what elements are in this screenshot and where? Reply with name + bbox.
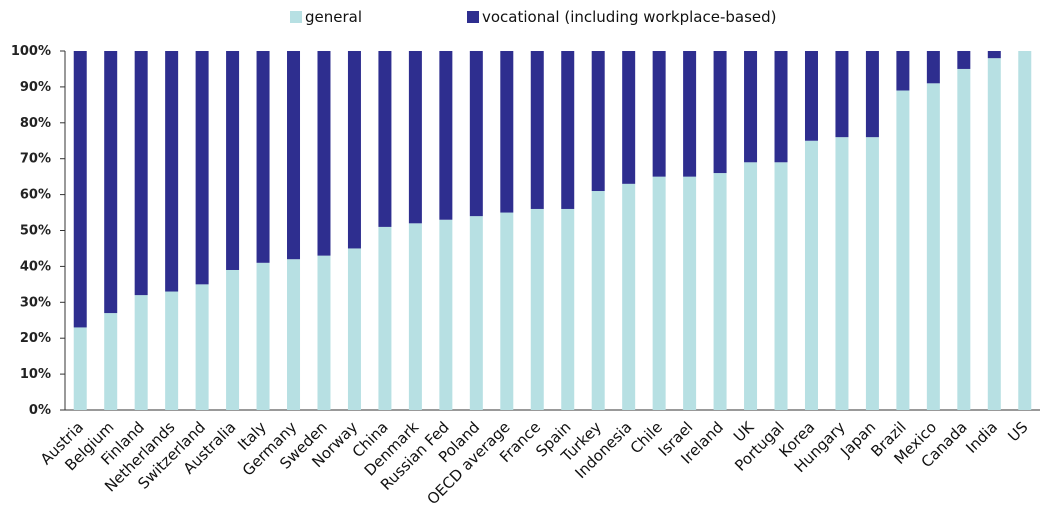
- bar-general: [408, 223, 422, 410]
- bar-vocational: [287, 51, 301, 260]
- bar-general: [804, 140, 818, 410]
- bar-general: [987, 58, 1001, 411]
- x-tick-label: Japan: [836, 418, 879, 461]
- bar-general: [774, 162, 788, 410]
- y-tick-label: 20%: [20, 331, 51, 346]
- bar-general: [683, 176, 697, 410]
- bar-general: [469, 216, 483, 410]
- y-tick-label: 80%: [20, 116, 51, 131]
- y-tick-label: 60%: [20, 188, 51, 203]
- bar-vocational: [926, 51, 940, 84]
- bar-vocational: [500, 51, 514, 213]
- bar-vocational: [683, 51, 697, 177]
- bar-vocational: [774, 51, 788, 163]
- x-tick-label: India: [962, 418, 1001, 457]
- bar-vocational: [104, 51, 118, 314]
- bar-vocational: [195, 51, 209, 285]
- bar-general: [926, 83, 940, 410]
- bar-general: [622, 183, 636, 410]
- bar-general: [104, 313, 118, 410]
- bar-general: [896, 90, 910, 411]
- bar-general: [195, 284, 209, 410]
- bar-general: [713, 173, 727, 410]
- legend-swatch-vocational: [467, 11, 479, 23]
- legend-label-vocational: vocational (including workplace-based): [482, 8, 777, 26]
- bar-vocational: [744, 51, 758, 163]
- y-tick-label: 0%: [29, 403, 51, 418]
- bar-vocational: [622, 51, 636, 184]
- bar-vocational: [835, 51, 849, 138]
- legend-swatch-general: [290, 11, 302, 23]
- bar-general: [134, 295, 148, 410]
- bar-vocational: [957, 51, 971, 69]
- bar-general: [165, 291, 179, 410]
- bar-vocational: [987, 51, 1001, 59]
- bar-general: [591, 191, 605, 410]
- y-tick-label: 50%: [20, 224, 51, 239]
- bar-general: [347, 248, 361, 410]
- bar-vocational: [134, 51, 148, 296]
- y-axis: 0% 10% 20% 30% 40% 50% 60% 70% 80% 90% 100%: [11, 44, 1040, 418]
- bar-vocational: [652, 51, 666, 177]
- bar-general: [865, 137, 879, 410]
- bar-vocational: [378, 51, 392, 227]
- bar-general: [530, 208, 544, 410]
- bar-vocational: [256, 51, 270, 263]
- bar-vocational: [439, 51, 453, 220]
- bar-general: [835, 137, 849, 410]
- bar-general: [256, 262, 270, 410]
- bar-general: [317, 255, 331, 410]
- y-tick-label: 70%: [20, 152, 51, 167]
- bar-vocational: [165, 51, 179, 292]
- bar-vocational: [469, 51, 483, 217]
- bar-vocational: [896, 51, 910, 91]
- bar-general: [561, 208, 575, 410]
- x-tick-label: US: [1004, 418, 1031, 445]
- y-tick-label: 30%: [20, 295, 51, 310]
- y-tick-label: 10%: [20, 367, 51, 382]
- bar-general: [73, 327, 87, 410]
- bar-general: [652, 176, 666, 410]
- bar-vocational: [408, 51, 422, 224]
- bar-vocational: [865, 51, 879, 138]
- bar-vocational: [530, 51, 544, 209]
- bar-vocational: [317, 51, 331, 256]
- bar-general: [378, 226, 392, 410]
- bar-vocational: [591, 51, 605, 192]
- bar-general: [500, 212, 514, 410]
- bar-vocational: [347, 51, 361, 249]
- bar-general: [744, 162, 758, 410]
- y-tick-label: 40%: [20, 259, 51, 274]
- bar-vocational: [73, 51, 87, 328]
- bar-vocational: [804, 51, 818, 141]
- bar-vocational: [713, 51, 727, 174]
- bar-vocational: [226, 51, 240, 270]
- y-tick-label: 100%: [11, 44, 51, 59]
- bar-vocational: [561, 51, 575, 209]
- bar-general: [1018, 51, 1032, 410]
- bar-general: [287, 259, 301, 410]
- bar-general: [957, 68, 971, 410]
- x-axis-labels: AustriaBelgiumFinlandNetherlandsSwitzerl…: [37, 417, 1032, 508]
- bar-general: [439, 219, 453, 410]
- y-tick-label: 90%: [20, 80, 51, 95]
- bars: [73, 51, 1032, 411]
- legend: general vocational (including workplace-b…: [290, 8, 777, 26]
- legend-label-general: general: [305, 8, 362, 26]
- bar-general: [226, 269, 240, 410]
